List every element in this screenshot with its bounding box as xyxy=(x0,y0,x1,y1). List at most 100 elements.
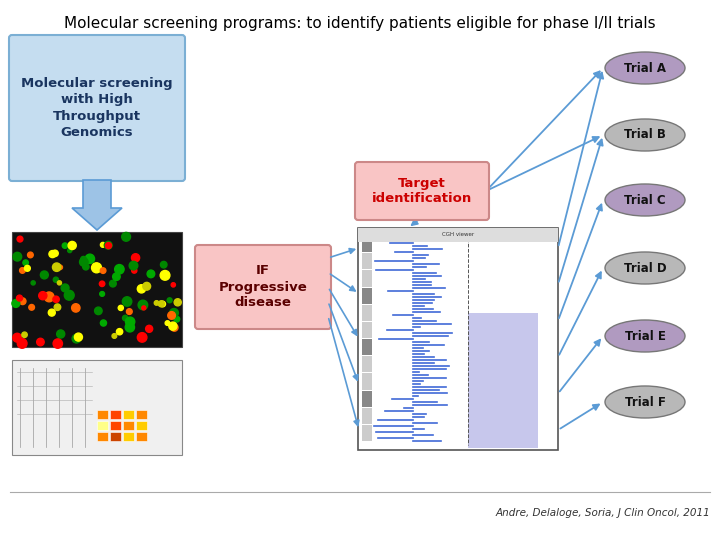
Circle shape xyxy=(81,261,86,265)
Text: Trial E: Trial E xyxy=(624,329,665,342)
Bar xyxy=(123,421,134,430)
Circle shape xyxy=(79,258,88,266)
Bar xyxy=(362,425,372,441)
Circle shape xyxy=(17,339,27,348)
Circle shape xyxy=(62,243,68,248)
Bar xyxy=(123,410,134,419)
Circle shape xyxy=(114,265,124,274)
Circle shape xyxy=(57,330,65,338)
Bar xyxy=(362,253,372,269)
Circle shape xyxy=(174,299,181,306)
Text: Andre, Delaloge, Soria, J Clin Oncol, 2011: Andre, Delaloge, Soria, J Clin Oncol, 20… xyxy=(495,508,710,518)
Circle shape xyxy=(158,301,164,307)
Circle shape xyxy=(171,324,178,331)
Circle shape xyxy=(85,254,94,264)
Bar xyxy=(12,360,182,455)
Circle shape xyxy=(54,304,60,310)
Circle shape xyxy=(74,333,83,341)
Circle shape xyxy=(91,263,102,273)
FancyBboxPatch shape xyxy=(355,162,489,220)
Circle shape xyxy=(138,333,147,342)
Circle shape xyxy=(138,300,148,310)
Circle shape xyxy=(168,312,176,319)
Circle shape xyxy=(58,265,63,269)
Circle shape xyxy=(122,297,132,306)
Polygon shape xyxy=(72,180,122,230)
Circle shape xyxy=(143,282,150,290)
Circle shape xyxy=(44,292,54,302)
Circle shape xyxy=(142,306,146,310)
Bar xyxy=(97,432,108,441)
Circle shape xyxy=(147,270,155,278)
Circle shape xyxy=(117,328,122,335)
Circle shape xyxy=(13,252,22,261)
Ellipse shape xyxy=(605,52,685,84)
Bar xyxy=(358,228,558,450)
Circle shape xyxy=(104,241,112,249)
Circle shape xyxy=(167,298,172,303)
Bar xyxy=(136,410,147,419)
Circle shape xyxy=(100,320,107,326)
Circle shape xyxy=(125,322,135,332)
Circle shape xyxy=(19,298,26,305)
Ellipse shape xyxy=(605,320,685,352)
Text: Trial D: Trial D xyxy=(624,261,666,274)
Bar xyxy=(468,313,538,403)
Circle shape xyxy=(127,309,132,314)
Circle shape xyxy=(61,284,69,292)
Ellipse shape xyxy=(605,386,685,418)
Circle shape xyxy=(170,308,179,318)
Circle shape xyxy=(64,291,74,300)
Circle shape xyxy=(17,236,23,242)
Circle shape xyxy=(72,334,81,343)
FancyBboxPatch shape xyxy=(9,35,185,181)
Bar xyxy=(358,228,558,242)
Circle shape xyxy=(17,295,22,301)
Circle shape xyxy=(100,268,106,273)
Bar xyxy=(12,232,182,347)
Circle shape xyxy=(48,309,55,316)
Circle shape xyxy=(39,292,47,300)
Bar xyxy=(362,236,372,252)
Circle shape xyxy=(112,334,117,339)
Circle shape xyxy=(49,251,56,258)
Text: Trial F: Trial F xyxy=(624,395,665,408)
Circle shape xyxy=(27,252,33,258)
Circle shape xyxy=(31,281,35,285)
Circle shape xyxy=(138,285,145,293)
Circle shape xyxy=(109,280,116,287)
Circle shape xyxy=(53,263,61,272)
Circle shape xyxy=(68,248,72,253)
Text: Trial A: Trial A xyxy=(624,62,666,75)
Bar xyxy=(97,410,108,419)
Text: Molecular screening
with High
Throughput
Genomics: Molecular screening with High Throughput… xyxy=(21,77,173,139)
Ellipse shape xyxy=(605,119,685,151)
Bar xyxy=(362,305,372,321)
Circle shape xyxy=(174,316,180,322)
Circle shape xyxy=(68,241,76,249)
Bar xyxy=(362,390,372,407)
Text: Target
identification: Target identification xyxy=(372,177,472,206)
Circle shape xyxy=(58,281,61,285)
Bar xyxy=(362,287,372,303)
Bar xyxy=(362,271,372,287)
Circle shape xyxy=(118,305,123,310)
Bar xyxy=(110,421,121,430)
Bar xyxy=(136,432,147,441)
Circle shape xyxy=(71,303,80,312)
Circle shape xyxy=(53,296,59,302)
Circle shape xyxy=(160,271,170,280)
Bar xyxy=(97,421,108,430)
Ellipse shape xyxy=(605,184,685,216)
Text: Trial C: Trial C xyxy=(624,193,666,206)
Circle shape xyxy=(29,305,35,310)
Circle shape xyxy=(171,282,176,287)
Text: CGH viewer: CGH viewer xyxy=(442,233,474,238)
Circle shape xyxy=(100,292,104,296)
Circle shape xyxy=(122,315,128,321)
Circle shape xyxy=(53,339,63,348)
Circle shape xyxy=(112,273,120,280)
Text: Trial B: Trial B xyxy=(624,129,666,141)
Circle shape xyxy=(168,322,177,330)
Circle shape xyxy=(145,325,153,332)
